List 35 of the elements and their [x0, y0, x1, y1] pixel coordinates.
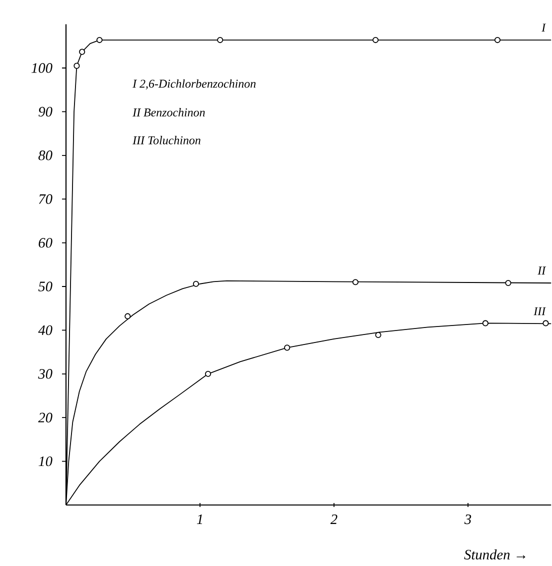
- annotation: I 2,6-Dichlorbenzochinon: [132, 79, 256, 90]
- point: [542, 320, 549, 326]
- annotation: II Benzochinon: [132, 108, 205, 116]
- point: [284, 344, 290, 351]
- point: [505, 280, 512, 286]
- point: [205, 370, 212, 377]
- point: [192, 280, 200, 287]
- x-tick-label: 2: [330, 514, 338, 524]
- y-tick-label: 30: [38, 369, 52, 379]
- point: [494, 36, 501, 44]
- x-tick-label: 3: [464, 514, 472, 524]
- y-tick-label: 50: [38, 282, 52, 292]
- y-tick-label: 80: [38, 150, 52, 160]
- annotation: III: [534, 307, 546, 316]
- annotation: II: [538, 266, 546, 274]
- point: [74, 62, 80, 69]
- y-tick-label: 90: [38, 106, 52, 117]
- annotation: III Toluchinon: [132, 136, 200, 144]
- point: [79, 48, 86, 55]
- point: [124, 313, 131, 320]
- point: [96, 36, 103, 44]
- point: [352, 279, 358, 286]
- point: [372, 36, 379, 44]
- point: [482, 320, 488, 326]
- y-tick-label: 40: [38, 325, 52, 336]
- y-tick-label: 60: [38, 238, 52, 248]
- y-tick-label: 100: [32, 63, 52, 73]
- point: [217, 36, 224, 44]
- y-tick-label: 70: [39, 194, 52, 204]
- y-tick-label: 20: [38, 412, 52, 422]
- annotation: I: [542, 24, 546, 32]
- x-axis-title: Stunden →: [464, 549, 526, 560]
- point: [375, 332, 382, 338]
- y-tick-label: 10: [38, 456, 52, 466]
- x-tick-label: 1: [196, 514, 202, 524]
